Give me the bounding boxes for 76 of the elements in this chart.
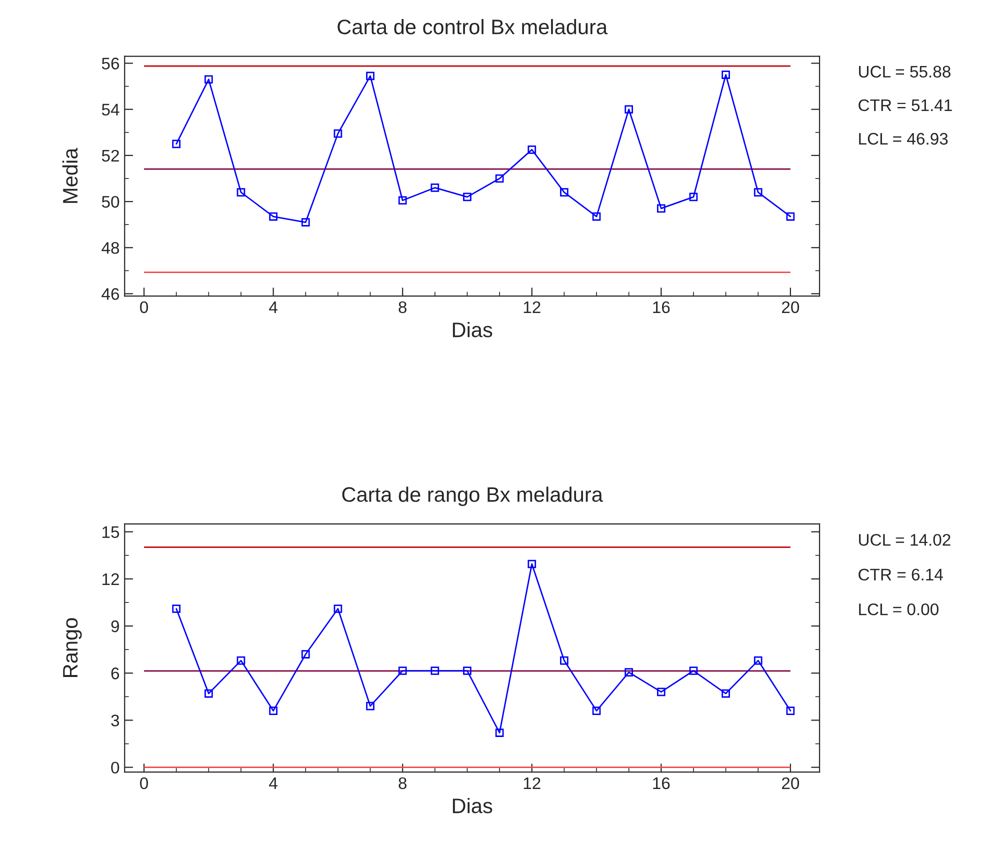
point xyxy=(656,688,666,696)
x-tick-label: 0 xyxy=(140,777,148,790)
x-tick-label: 12 xyxy=(524,301,540,313)
y-axis-title: Rango xyxy=(63,618,82,677)
text: CTR = 51.41 xyxy=(858,99,952,112)
x-tick-label: 4 xyxy=(269,302,278,313)
point xyxy=(689,666,698,675)
x-axis-title: Dias xyxy=(452,798,492,814)
point xyxy=(495,174,504,183)
x-tick-label: 0 xyxy=(140,301,148,314)
point xyxy=(786,212,795,221)
point xyxy=(301,650,310,658)
point xyxy=(592,706,601,715)
point xyxy=(269,212,278,221)
y-tick-label: 48 xyxy=(102,242,120,254)
y-tick-label: 0 xyxy=(111,762,120,774)
text: UCL = 14.02 xyxy=(859,534,950,546)
text: CTR = 6.14 xyxy=(858,568,943,581)
x-tick-label: 20 xyxy=(782,301,800,314)
point xyxy=(430,666,440,675)
y-tick-label: 56 xyxy=(102,58,120,70)
point xyxy=(366,72,374,80)
point xyxy=(656,204,666,213)
point xyxy=(172,140,181,148)
point xyxy=(463,192,472,202)
y-tick-label: 54 xyxy=(102,104,120,116)
point xyxy=(722,689,730,698)
point xyxy=(754,188,762,196)
x-tick-label: 20 xyxy=(782,777,800,790)
point xyxy=(301,218,310,226)
point xyxy=(689,192,698,202)
x-tick-label: 8 xyxy=(398,301,406,314)
x-axis-title: Dias xyxy=(452,322,492,338)
point xyxy=(592,212,601,221)
point xyxy=(236,656,246,665)
y-tick-label: 46 xyxy=(102,288,120,300)
point xyxy=(334,604,342,613)
point xyxy=(528,146,536,154)
y-tick-label: 50 xyxy=(102,196,120,208)
text: LCL = 46.93 xyxy=(859,132,948,145)
point xyxy=(398,196,407,205)
point xyxy=(495,728,504,737)
point xyxy=(463,666,472,675)
y-tick-label: 3 xyxy=(111,714,120,726)
point xyxy=(722,70,730,79)
point xyxy=(528,560,536,568)
x-tick-label: 12 xyxy=(524,777,540,789)
text: LCL = 0.00 xyxy=(859,603,938,616)
point xyxy=(624,105,634,114)
chart-title: Carta de control Bx meladura xyxy=(338,19,608,34)
point xyxy=(334,129,342,138)
y-tick-label: 52 xyxy=(102,150,119,162)
y-tick-label: 9 xyxy=(111,620,119,632)
x-tick-label: 16 xyxy=(653,301,670,314)
x-tick-label: 4 xyxy=(269,778,278,789)
text: UCL = 55.88 xyxy=(859,66,950,78)
y-tick-label: 15 xyxy=(102,526,120,538)
point xyxy=(398,666,407,675)
point xyxy=(204,75,213,84)
point xyxy=(786,706,795,715)
point xyxy=(269,706,278,715)
point xyxy=(236,188,246,196)
point xyxy=(430,184,440,192)
x-tick-label: 16 xyxy=(653,777,670,790)
point xyxy=(560,188,568,196)
x-tick-label: 8 xyxy=(398,777,406,790)
point xyxy=(624,668,634,676)
y-axis-title: Media xyxy=(62,148,78,203)
point xyxy=(560,656,568,665)
point xyxy=(172,604,181,613)
point xyxy=(204,689,213,698)
y-tick-label: 6 xyxy=(111,668,120,680)
point xyxy=(366,702,374,710)
chart-title: Carta de rango Bx meladura xyxy=(342,486,603,506)
point xyxy=(754,656,762,665)
y-tick-label: 12 xyxy=(102,573,119,585)
